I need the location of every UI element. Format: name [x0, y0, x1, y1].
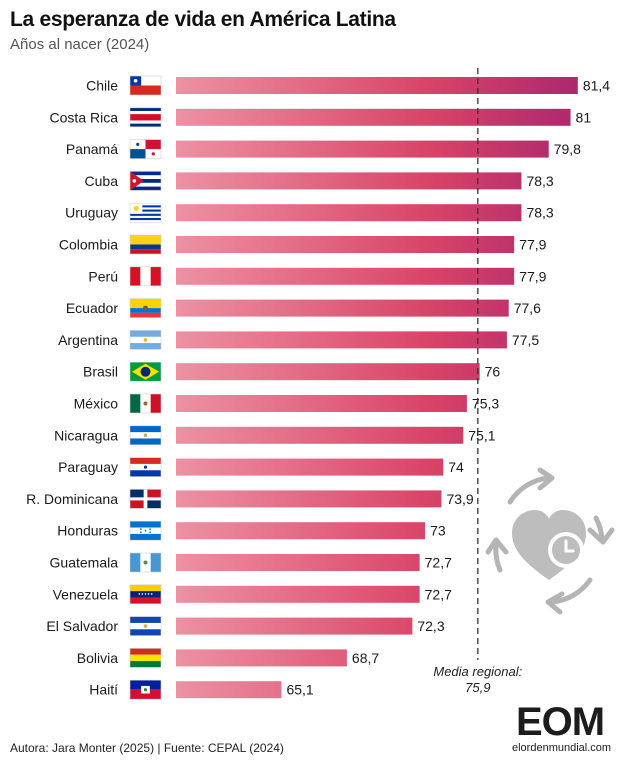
category-label: Uruguay — [65, 205, 118, 221]
uruguay-flag-icon — [129, 202, 162, 223]
bar — [176, 140, 549, 158]
category-label: Panamá — [66, 141, 118, 157]
eom-logo: EOM elordenmundial.com — [512, 700, 636, 758]
bar — [176, 395, 467, 412]
brasil-flag-icon — [129, 361, 162, 382]
category-label: Colombia — [59, 237, 118, 253]
value-label: 81 — [576, 109, 592, 125]
value-label: 75,1 — [468, 427, 495, 443]
category-label: Guatemala — [50, 555, 119, 571]
bar — [176, 108, 571, 126]
category-label: Costa Rica — [50, 109, 119, 125]
haiti-flag-icon — [129, 679, 162, 700]
heart-clock-cycle-icon — [485, 467, 615, 615]
value-label: 75,3 — [472, 396, 499, 412]
regional-average-value: 75,9 — [465, 680, 490, 695]
logo-url: elordenmundial.com — [512, 742, 612, 754]
chart-subtitle: Años al nacer (2024) — [10, 36, 150, 53]
dominican-republic-flag-icon — [129, 489, 162, 509]
venezuela-flag-icon — [129, 584, 162, 605]
peru-flag-icon — [129, 266, 162, 287]
value-label: 77,5 — [512, 332, 539, 348]
honduras-flag-icon — [129, 520, 162, 541]
bar — [176, 236, 515, 253]
value-label: 73 — [430, 523, 446, 539]
bar — [176, 585, 420, 603]
bar — [176, 267, 515, 285]
bar — [176, 331, 507, 349]
category-label: Cuba — [85, 173, 119, 189]
guatemala-flag-icon — [129, 552, 162, 573]
bar — [176, 554, 420, 571]
value-label: 72,7 — [425, 555, 452, 571]
ecuador-flag-icon — [129, 298, 162, 318]
el-salvador-flag-icon — [129, 616, 162, 636]
value-label: 76 — [485, 364, 501, 380]
bar — [176, 77, 578, 94]
value-label: 65,1 — [286, 682, 313, 698]
category-label: Paraguay — [58, 459, 118, 475]
bar — [176, 458, 444, 476]
colombia-flag-icon — [129, 234, 162, 255]
panama-flag-icon — [129, 139, 162, 159]
chile-flag-icon — [129, 75, 162, 96]
paraguay-flag-icon — [129, 457, 162, 477]
nicaragua-flag-icon — [129, 425, 162, 446]
category-label: Argentina — [58, 332, 118, 348]
bar — [176, 617, 413, 635]
category-label: Ecuador — [66, 300, 118, 316]
bar — [176, 204, 522, 222]
category-label: México — [74, 396, 119, 412]
value-label: 74 — [448, 459, 464, 475]
category-label: Perú — [88, 268, 118, 284]
bar — [176, 299, 509, 317]
chart-title: La esperanza de vida en América Latina — [10, 8, 396, 31]
value-label: 77,6 — [514, 300, 541, 316]
argentina-flag-icon — [129, 330, 162, 350]
category-label: Honduras — [57, 523, 118, 539]
bar — [176, 681, 282, 699]
value-label: 78,3 — [526, 173, 553, 189]
value-label: 77,9 — [519, 268, 546, 284]
category-label: R. Dominicana — [26, 491, 118, 507]
value-label: 68,7 — [352, 650, 379, 666]
bar — [176, 649, 347, 667]
regional-average-label: Media regional: — [433, 664, 522, 679]
value-label: 78,3 — [526, 205, 553, 221]
category-label: Nicaragua — [54, 427, 118, 443]
category-label: Bolivia — [77, 650, 118, 666]
value-label: 72,7 — [425, 586, 452, 602]
category-label: Haití — [89, 682, 118, 698]
value-label: 73,9 — [446, 491, 473, 507]
bar — [176, 363, 480, 381]
bar — [176, 490, 442, 508]
category-label: Brasil — [83, 364, 118, 380]
value-label: 77,9 — [519, 237, 546, 253]
bar — [176, 522, 426, 540]
logo-wordmark: EOM — [516, 700, 605, 744]
value-label: 81,4 — [583, 78, 610, 94]
costa-rica-flag-icon — [129, 107, 162, 128]
mexico-flag-icon — [129, 393, 162, 414]
bolivia-flag-icon — [129, 648, 162, 668]
cuba-flag-icon — [129, 171, 162, 191]
category-label: El Salvador — [46, 618, 118, 634]
source-footer: Autora: Jara Monter (2025) | Fuente: CEP… — [10, 741, 284, 755]
value-label: 72,3 — [417, 618, 444, 634]
category-label: Chile — [86, 78, 118, 94]
category-label: Venezuela — [53, 586, 119, 602]
bar — [176, 172, 522, 190]
bar — [176, 426, 464, 444]
value-label: 79,8 — [554, 141, 581, 157]
